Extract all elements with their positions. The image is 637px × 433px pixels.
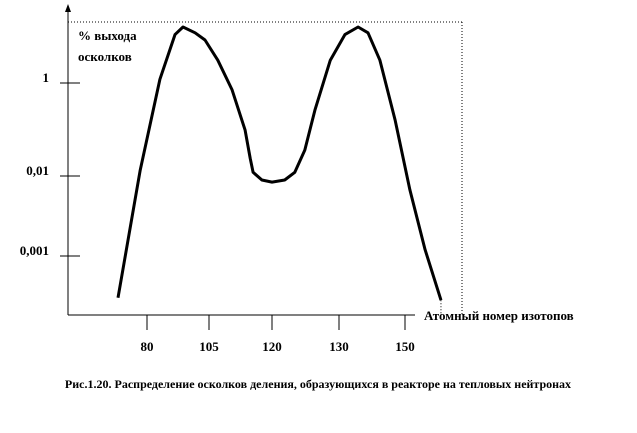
y-tick-label: 0,01 [26,163,49,178]
x-tick-label: 130 [329,339,349,354]
y-tick-label: 0,001 [20,243,49,258]
x-tick-label: 80 [141,339,154,354]
y-tick-label: 1 [43,70,50,85]
y-axis-arrow [65,4,71,12]
x-axis-label: Атомный номер изотопов [424,308,574,323]
y-axis-label: % выхода осколков [78,28,137,64]
x-tick-label: 120 [262,339,282,354]
yield-curve [116,25,443,301]
caption: Рис.1.20. Распределение осколков деления… [64,377,572,391]
x-tick-label: 105 [199,339,219,354]
x-tick-label: 150 [395,339,415,354]
